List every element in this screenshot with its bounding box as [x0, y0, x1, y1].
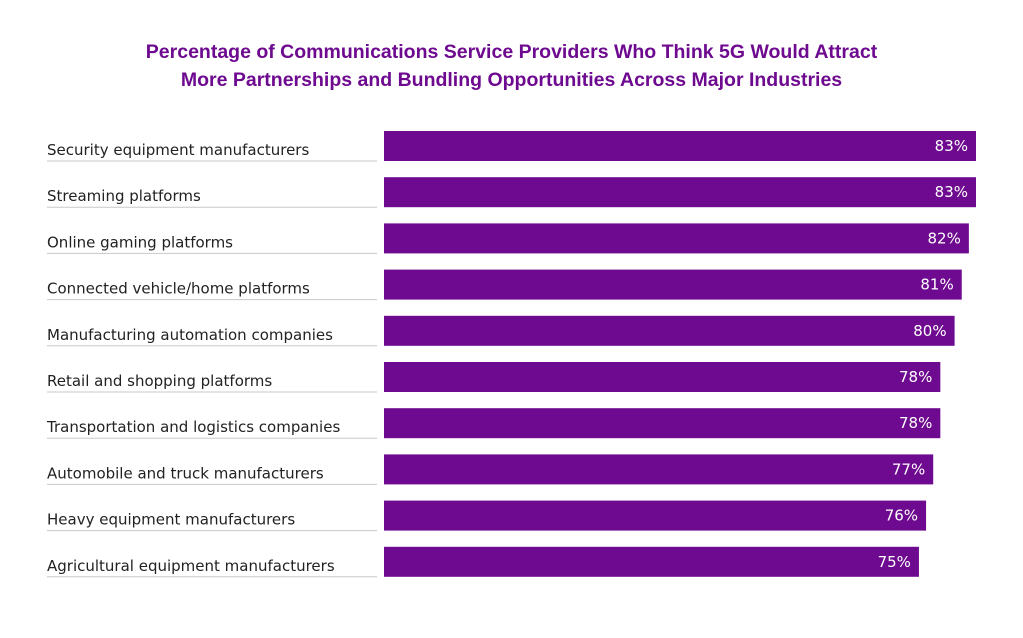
category-label: Streaming platforms	[47, 187, 201, 205]
bar	[384, 408, 941, 439]
bar-row: Streaming platforms 83%	[47, 177, 976, 208]
value-label: 82%	[928, 229, 961, 247]
category-label: Transportation and logistics companies	[46, 418, 340, 436]
bar-row: Retail and shopping platforms 78%	[47, 362, 941, 393]
bar-row: Transportation and logistics companies 78…	[46, 408, 941, 439]
bar-row: Manufacturing automation companies 80%	[47, 315, 955, 347]
category-label: Agricultural equipment manufacturers	[47, 557, 335, 575]
bar	[384, 546, 919, 577]
value-label: 83%	[935, 137, 968, 155]
bar	[384, 500, 927, 531]
value-label: 78%	[899, 368, 932, 386]
value-label: 81%	[920, 276, 953, 294]
bar	[384, 362, 941, 392]
bar-row: Agricultural equipment manufacturers 75%	[47, 546, 919, 578]
value-label: 83%	[935, 183, 968, 201]
chart-title-line-1: Percentage of Communications Service Pro…	[145, 41, 878, 63]
bar	[384, 223, 969, 254]
category-label: Heavy equipment manufacturers	[47, 511, 295, 529]
bar-row: Automobile and truck manufacturers 77%	[47, 454, 934, 485]
value-label: 75%	[878, 553, 911, 571]
category-label: Online gaming platforms	[47, 233, 233, 251]
bar-row: Heavy equipment manufacturers 76%	[47, 500, 927, 532]
category-label: Security equipment manufacturers	[47, 141, 309, 159]
bar	[384, 315, 955, 346]
category-label: Manufacturing automation companies	[47, 326, 333, 344]
bar-row: Online gaming platforms 82%	[47, 223, 969, 254]
bar	[384, 454, 934, 485]
bar	[384, 177, 976, 208]
chart-title: Percentage of Communications Service Pro…	[0, 38, 1023, 94]
bar-row: Connected vehicle/home platforms 81%	[47, 269, 962, 301]
value-label: 78%	[899, 414, 932, 432]
category-label: Retail and shopping platforms	[47, 372, 272, 390]
category-label: Automobile and truck manufacturers	[47, 464, 324, 482]
bar	[384, 269, 962, 300]
bar	[384, 131, 976, 161]
bar-row: Security equipment manufacturers 83%	[47, 131, 976, 162]
chart-title-line-2: More Partnerships and Bundling Opportuni…	[180, 69, 843, 91]
value-label: 76%	[885, 507, 918, 525]
value-label: 80%	[913, 322, 946, 340]
value-label: 77%	[892, 460, 925, 478]
category-label: Connected vehicle/home platforms	[47, 280, 310, 298]
